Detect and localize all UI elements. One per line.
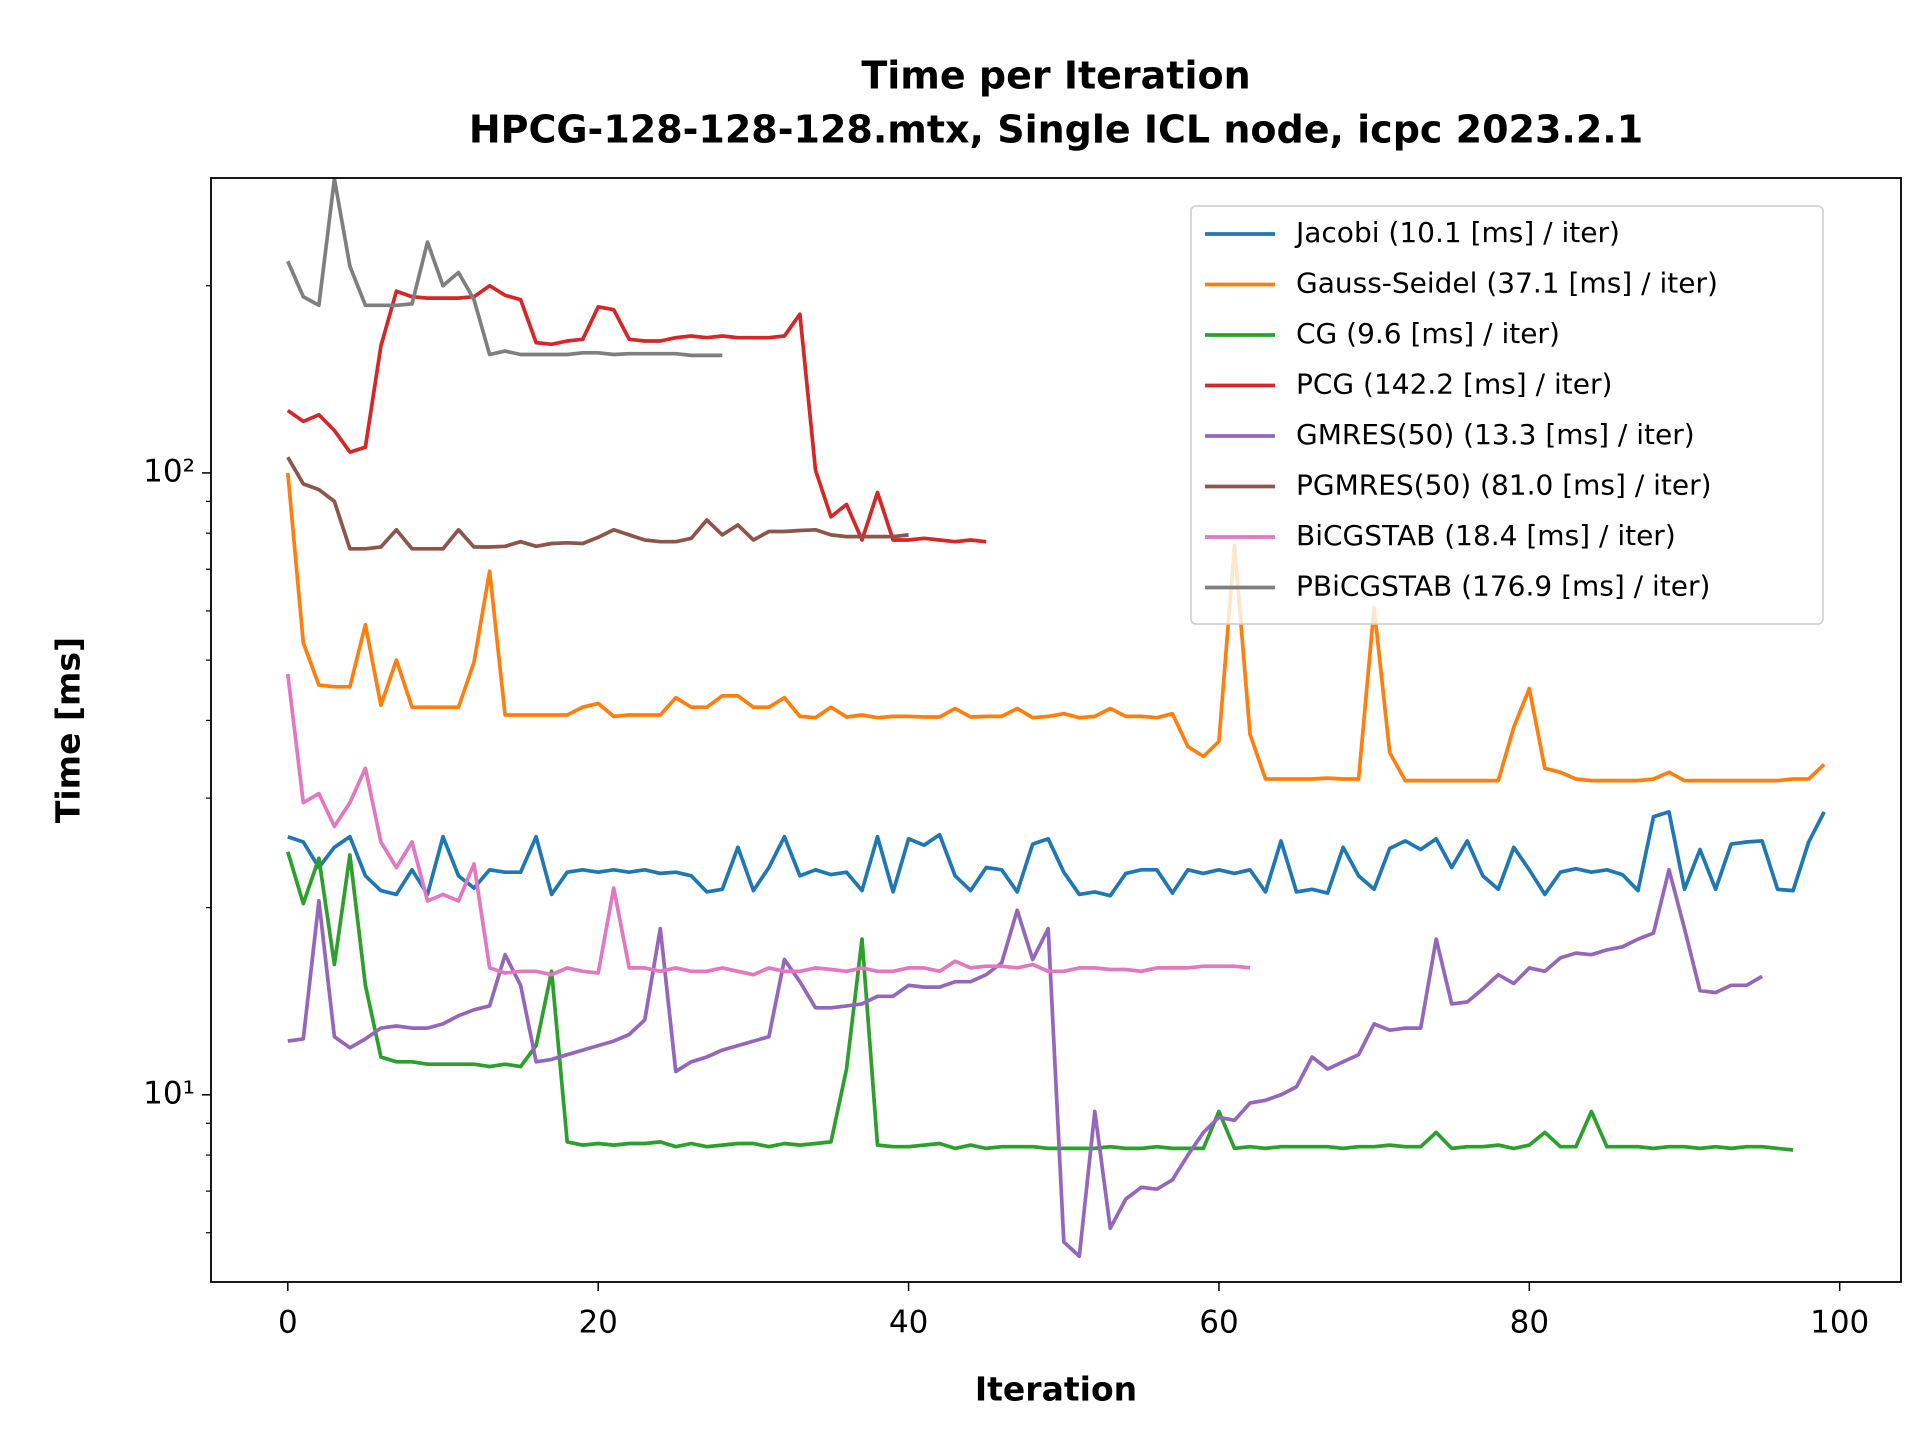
x-tick-label: 0 [278, 1305, 298, 1341]
y-axis-label: Time [ms] [49, 637, 88, 823]
legend-label: Gauss-Seidel (37.1 [ms] / iter) [1296, 267, 1718, 300]
x-tick-label: 40 [889, 1305, 928, 1341]
plot-frame [210, 177, 1902, 1283]
x-tick-label: 60 [1199, 1305, 1238, 1341]
y-tick-label: 10¹ [143, 1075, 195, 1111]
legend-label: PGMRES(50) (81.0 [ms] / iter) [1296, 469, 1712, 502]
legend-label: Jacobi (10.1 [ms] / iter) [1294, 216, 1620, 249]
legend-label: PCG (142.2 [ms] / iter) [1296, 368, 1612, 401]
series-line [286, 283, 987, 544]
chart-subtitle: HPCG-128-128-128.mtx, Single ICL node, i… [469, 108, 1643, 152]
series-line [286, 178, 723, 358]
legend-label: BiCGSTAB (18.4 [ms] / iter) [1296, 519, 1676, 552]
legend-label: CG (9.6 [ms] / iter) [1296, 317, 1560, 350]
y-tick-label: 10² [143, 453, 195, 489]
series-line [285, 673, 1251, 977]
x-tick-label: 100 [1810, 1305, 1869, 1341]
x-axis-label: Iteration [975, 1370, 1137, 1409]
x-tick-label: 20 [578, 1305, 617, 1341]
legend-label: PBiCGSTAB (176.9 [ms] / iter) [1296, 570, 1710, 603]
series-line [285, 472, 1826, 783]
series-line [286, 456, 909, 551]
series-line [286, 851, 1794, 1152]
legend-box [1190, 205, 1824, 625]
x-tick-label: 80 [1510, 1305, 1549, 1341]
series-line [287, 867, 1764, 1259]
legend-label: GMRES(50) (13.3 [ms] / iter) [1296, 418, 1695, 451]
series-line [287, 810, 1826, 898]
chart-title: Time per Iteration [861, 54, 1250, 98]
